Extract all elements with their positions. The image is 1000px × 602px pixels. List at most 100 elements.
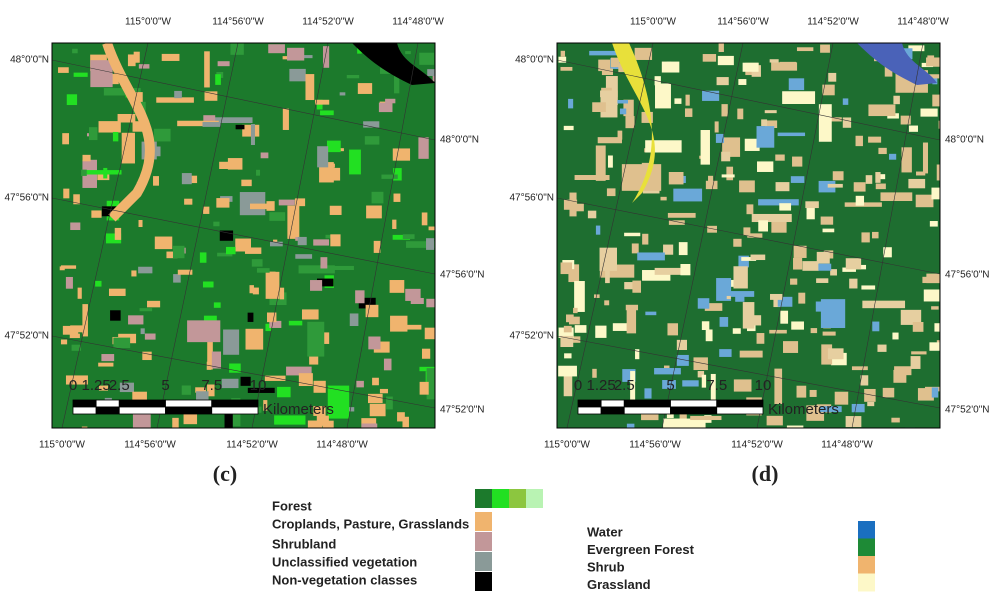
land-patch xyxy=(642,233,649,245)
land-patch xyxy=(929,221,938,227)
land-patch xyxy=(637,252,665,261)
bottom-coord-label: 114°48'0"W xyxy=(821,440,873,451)
land-patch xyxy=(390,315,408,332)
land-patch xyxy=(216,198,230,208)
bottom-coord-label: 115°0'0"W xyxy=(544,440,591,451)
land-patch xyxy=(820,44,830,53)
land-patch xyxy=(816,251,830,264)
land-patch xyxy=(678,242,688,256)
land-patch xyxy=(905,427,916,428)
land-patch xyxy=(288,320,303,326)
scale-segment xyxy=(716,406,764,415)
land-patch xyxy=(822,331,836,336)
land-patch xyxy=(701,374,707,388)
land-patch xyxy=(251,259,263,267)
land-patch xyxy=(355,290,365,304)
land-patch xyxy=(593,294,600,298)
land-patch xyxy=(932,94,940,107)
land-patch xyxy=(560,66,573,71)
land-patch xyxy=(908,178,926,189)
land-patch xyxy=(268,44,285,54)
land-patch xyxy=(849,278,858,289)
land-patch xyxy=(911,351,927,355)
top-coord-label: 115°0'0"W xyxy=(125,17,172,28)
land-patch xyxy=(132,121,144,132)
land-patch xyxy=(247,387,275,393)
land-patch xyxy=(278,199,295,206)
land-patch xyxy=(661,61,680,73)
land-patch xyxy=(81,426,88,428)
land-patch xyxy=(564,353,572,359)
land-patch xyxy=(726,295,731,300)
land-patch xyxy=(73,194,80,205)
bottom-coord-label: 114°48'0"W xyxy=(316,440,368,451)
land-patch xyxy=(901,147,912,173)
land-patch xyxy=(872,321,880,332)
legend-label: Non-vegetation classes xyxy=(272,572,417,587)
scale-tick-label: 10 xyxy=(755,377,772,394)
land-patch xyxy=(402,234,415,239)
land-patch xyxy=(779,203,792,211)
land-patch xyxy=(568,98,574,109)
land-patch xyxy=(225,246,236,255)
scale-segment xyxy=(211,406,259,415)
land-patch xyxy=(249,203,267,210)
land-patch xyxy=(624,232,641,237)
land-patch xyxy=(758,220,769,232)
land-patch xyxy=(361,418,377,428)
land-patch xyxy=(364,136,380,145)
land-patch xyxy=(65,276,73,289)
land-patch xyxy=(746,204,754,215)
land-patch xyxy=(69,333,80,339)
land-patch xyxy=(313,380,326,393)
land-patch xyxy=(250,124,255,145)
land-patch xyxy=(70,222,81,231)
land-patch xyxy=(173,274,181,283)
scale-segment xyxy=(600,399,625,408)
land-patch xyxy=(707,225,717,233)
legend-swatch xyxy=(858,538,875,557)
graticule xyxy=(52,197,435,275)
land-patch xyxy=(758,199,799,206)
land-patch xyxy=(601,68,613,76)
land-patch xyxy=(298,373,313,387)
legend-swatch xyxy=(475,552,492,571)
land-patch xyxy=(682,380,699,387)
land-patch xyxy=(183,412,198,425)
land-patch xyxy=(60,265,77,269)
land-patch xyxy=(60,339,68,345)
legend-swatch xyxy=(858,573,875,592)
land-patch xyxy=(697,298,710,309)
land-patch xyxy=(641,413,659,421)
left-coord-label: 47°52'0"N xyxy=(510,331,555,342)
land-patch xyxy=(245,328,264,350)
land-patch xyxy=(82,304,88,337)
land-patch xyxy=(303,55,313,59)
land-patch xyxy=(626,307,637,334)
land-patch xyxy=(697,371,705,378)
land-patch xyxy=(592,368,597,378)
land-patch xyxy=(372,377,379,386)
land-patch xyxy=(361,423,378,428)
land-patch xyxy=(358,297,376,309)
scale-segment xyxy=(623,399,671,408)
land-patch xyxy=(624,282,639,290)
land-patch xyxy=(769,329,787,334)
land-patch xyxy=(739,350,763,358)
land-patch xyxy=(766,415,783,426)
legend-label: Grassland xyxy=(587,577,651,592)
land-patch xyxy=(592,102,606,112)
land-patch xyxy=(207,339,213,370)
land-patch xyxy=(558,327,574,338)
land-patch xyxy=(266,312,277,323)
land-patch xyxy=(184,198,193,205)
land-patch xyxy=(654,267,682,275)
land-patch xyxy=(773,298,781,308)
land-patch xyxy=(113,337,131,349)
land-patch xyxy=(219,161,231,169)
land-patch xyxy=(809,389,817,397)
land-patch xyxy=(177,269,193,275)
land-patch xyxy=(780,310,789,324)
land-patch xyxy=(641,111,653,123)
land-patch xyxy=(842,267,856,272)
